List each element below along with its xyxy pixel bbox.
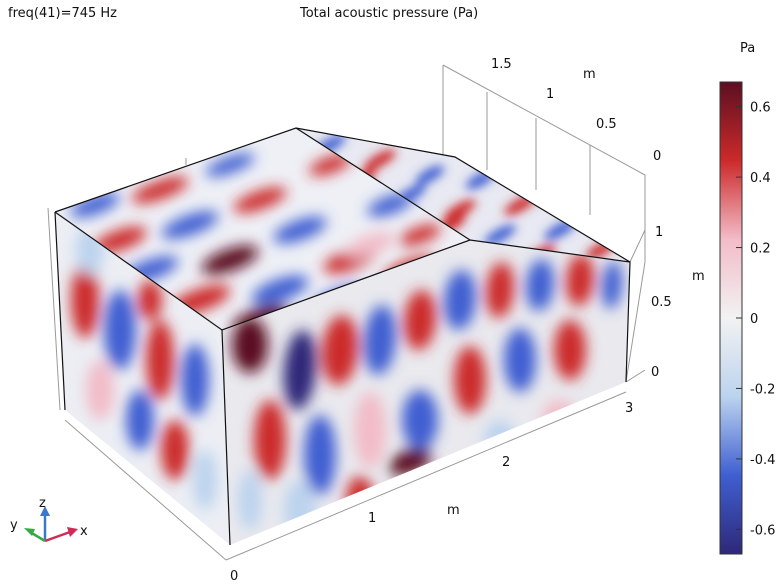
pressure-lobe [402,390,438,450]
pressure-lobe [273,216,327,244]
z-tick: 1 [655,225,663,240]
pressure-lobe [201,245,259,275]
pressure-lobe [444,199,476,221]
y-tick: 0.5 [596,117,617,132]
triad-x-line [44,530,71,543]
pressure-lobe [403,290,437,350]
pressure-lobe [232,317,268,373]
x-tick: 3 [625,401,633,416]
pressure-lobe [601,261,623,309]
z-axis: 0 0.5 1 m [651,225,705,380]
pressure-lobe [367,193,413,217]
axis-grid [47,64,646,561]
pressure-lobe [251,275,309,305]
pressure-lobe [126,390,154,450]
pressure-lobe [565,254,595,306]
pressure-lobe [238,470,262,530]
pressure-lobe [104,290,136,370]
pressure-lobe [321,315,359,385]
pressure-lobe [146,320,174,400]
triad-y-label: y [10,518,18,533]
pressure-lobe [363,305,397,375]
pressure-lobe [364,149,396,171]
pressure-lobe [485,262,515,318]
pressure-lobe [205,153,255,177]
pressure-lobe [504,328,536,392]
pressure-lobe [345,232,395,258]
frequency-label: freq(41)=745 Hz [8,6,118,21]
pressure-lobe [254,400,286,480]
pressure-lobe [181,344,209,416]
pressure-lobe [161,211,219,239]
pressure-lobe [161,420,189,480]
pressure-lobe [443,270,477,330]
pressure-lobe [283,330,317,410]
x-tick: 1 [368,511,376,526]
pressure-lobe [131,150,169,170]
triad-y-arrow [24,528,35,536]
pressure-lobe [138,280,162,320]
triad-z-arrow [40,506,50,516]
triad-z-label: z [39,496,46,511]
pressure-lobe [70,192,120,218]
pressure-lobe [354,392,386,468]
pressure-lobe [193,450,217,510]
pressure-lobe [233,187,287,213]
pressure-lobe [304,415,336,495]
colorbar-tick-label: -0.2 [750,382,775,397]
x-tick: 0 [230,569,238,584]
axis-triad: z x y [10,496,88,543]
colorbar-tick-label: 0.2 [750,242,771,257]
pressure-lobe [415,165,445,185]
y-tick: 1.5 [491,57,512,72]
triad-x-label: x [80,524,88,539]
colorbar-tick-label: 0 [750,312,758,327]
pressure-lobe [284,480,316,540]
y-tick: 1 [546,87,554,102]
y-axis: 0 0.5 1 1.5 m [491,57,661,164]
x-axis: 0 1 2 3 m [230,401,633,584]
z-axis-label: m [692,269,705,284]
colorbar: Pa 0.6 0.4 0.2 0 -0.2 -0.4 -0.6 [719,41,775,555]
pressure-lobe [309,154,351,176]
y-axis-label: m [583,67,596,82]
z-tick: 0.5 [651,295,672,310]
pressure-lobe [484,224,516,246]
pressure-lobe [93,226,147,254]
pressure-lobe [131,176,189,204]
triad-x-arrow [67,527,78,537]
pressure-lobe [71,262,99,338]
x-axis-label: m [447,503,460,518]
colorbar-tick-label: 0.6 [750,101,771,116]
colorbar-tick-label: -0.6 [750,523,775,538]
y-tick: 0 [653,149,661,164]
pressure-lobe [525,259,555,311]
pressure-lobe [399,224,441,246]
pressure-lobe [86,360,114,420]
x-tick: 2 [502,455,510,470]
z-tick: 0 [651,365,659,380]
box-edges [54,127,631,546]
plot-title: Total acoustic pressure (Pa) [300,6,479,21]
colorbar-tick-label: 0.4 [750,171,771,186]
pressure-lobe [554,320,586,380]
colorbar-title: Pa [740,41,755,56]
pressure-lobe [454,346,486,414]
colorbar-tick-label: -0.4 [750,453,775,468]
